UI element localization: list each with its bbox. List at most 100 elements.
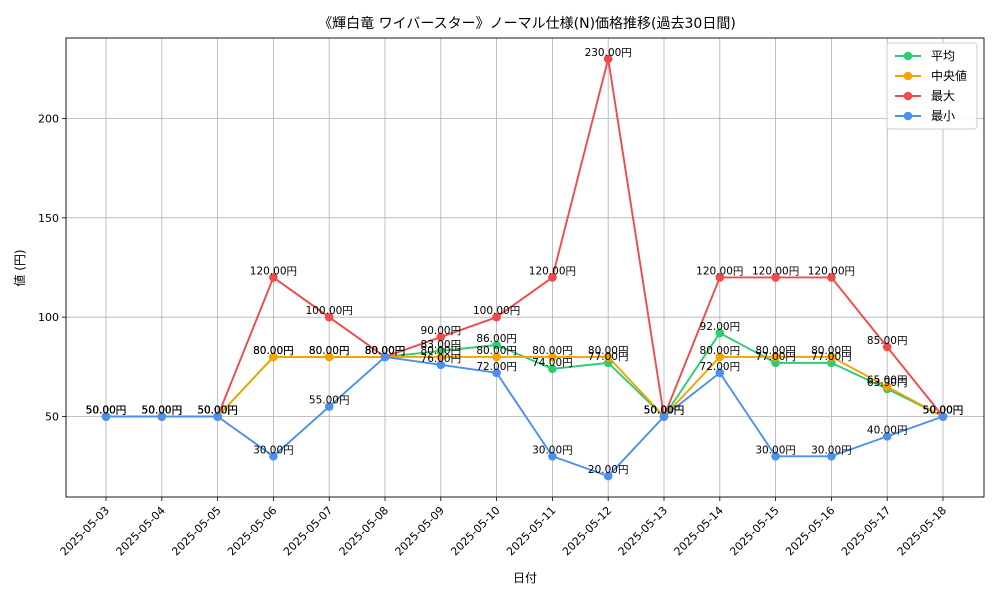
- data-point: [771, 451, 780, 461]
- data-point: [324, 402, 334, 411]
- data-label: 120.00円: [250, 265, 297, 277]
- data-label: 50.00円: [644, 405, 685, 417]
- data-label: 80.00円: [476, 345, 517, 357]
- data-point: [771, 352, 780, 362]
- data-label: 92.00円: [700, 321, 741, 333]
- data-label: 72.00円: [700, 361, 741, 373]
- data-label: 40.00円: [867, 424, 908, 436]
- data-point: [380, 352, 390, 362]
- x-tick-label: 2025-05-06: [225, 504, 279, 558]
- data-point: [213, 412, 222, 421]
- data-label: 50.00円: [142, 405, 183, 417]
- data-labels: 50.00円 50.00円 50.00円 80.00円 80.00円 80.00円 83.0…: [86, 47, 964, 476]
- data-point: [492, 368, 501, 378]
- data-label: 50.00円: [197, 405, 238, 417]
- data-point: [436, 332, 446, 342]
- data-point: [827, 352, 836, 362]
- series-line: [106, 355, 944, 418]
- data-label: 100.00円: [306, 305, 353, 317]
- data-label: 20.00円: [588, 464, 629, 476]
- data-label: 50.00円: [923, 405, 964, 417]
- data-label: 120.00円: [752, 265, 799, 277]
- data-point: [827, 451, 836, 461]
- x-tick-label: 2025-05-08: [337, 504, 391, 558]
- data-label: 50.00円: [86, 405, 127, 417]
- y-tick-label: 100: [38, 311, 59, 324]
- data-point: [771, 358, 780, 368]
- data-point: [603, 352, 613, 362]
- data-point: [101, 412, 111, 421]
- y-tick-label: 150: [38, 212, 59, 225]
- data-label: 77.00円: [811, 351, 852, 363]
- data-label: 80.00円: [700, 345, 741, 357]
- data-label: 30.00円: [532, 444, 573, 456]
- x-tick-label: 2025-05-10: [448, 504, 502, 558]
- data-label: 120.00円: [696, 265, 743, 277]
- data-point: [659, 412, 669, 421]
- data-label: 50.00円: [86, 405, 127, 417]
- data-label: 80.00円: [365, 345, 406, 357]
- data-point: [492, 340, 501, 350]
- data-point: [269, 273, 278, 282]
- data-label: 80.00円: [309, 345, 350, 357]
- data-label: 120.00円: [529, 265, 576, 277]
- data-point: [827, 273, 836, 282]
- legend-label: 最大: [931, 89, 955, 103]
- data-label: 80.00円: [755, 345, 796, 357]
- plot-frame: [65, 37, 985, 498]
- legend-label: 中央値: [931, 68, 967, 83]
- data-label: 230.00円: [585, 47, 632, 59]
- data-point: [548, 273, 557, 282]
- data-label: 50.00円: [644, 405, 685, 417]
- data-label: 86.00円: [476, 333, 517, 345]
- data-label: 120.00円: [808, 265, 855, 277]
- legend-swatch-marker: [903, 91, 913, 101]
- data-label: 50.00円: [923, 405, 964, 417]
- data-label: 77.00円: [588, 351, 629, 363]
- data-point: [548, 364, 557, 374]
- axes: 2025-05-03 2025-05-04 2025-05-05 2025-05-06…: [38, 37, 985, 558]
- data-point: [492, 352, 501, 362]
- chart-title: 《輝白竜 ワイバースター》ノーマル仕様(N)価格推移(過去30日間): [318, 15, 736, 32]
- data-label: 80.00円: [253, 345, 294, 357]
- data-point: [715, 328, 725, 338]
- data-label: 83.00円: [421, 339, 462, 351]
- data-label: 80.00円: [811, 345, 852, 357]
- x-tick-label: 2025-05-14: [672, 504, 726, 558]
- data-label: 50.00円: [197, 405, 238, 417]
- data-point: [603, 471, 613, 481]
- data-label: 76.00円: [421, 353, 462, 365]
- x-tick-label: 2025-05-16: [783, 504, 837, 558]
- x-tick-label: 2025-05-03: [58, 504, 112, 558]
- data-label: 55.00円: [309, 395, 350, 407]
- x-tick-label: 2025-05-09: [393, 504, 447, 558]
- data-label: 50.00円: [923, 405, 964, 417]
- data-point: [548, 352, 557, 362]
- data-label: 50.00円: [142, 405, 183, 417]
- legend-swatch-marker: [903, 111, 913, 121]
- data-label: 50.00円: [923, 405, 964, 417]
- series-line: [106, 355, 944, 478]
- data-label: 50.00円: [86, 405, 127, 417]
- data-label: 50.00円: [142, 405, 183, 417]
- data-label: 50.00円: [142, 405, 183, 417]
- data-label: 50.00円: [197, 405, 238, 417]
- data-point: [882, 432, 892, 441]
- data-point: [269, 451, 278, 461]
- data-label: 74.00円: [532, 357, 573, 369]
- x-tick-label: 2025-05-04: [114, 504, 168, 558]
- data-point: [882, 342, 892, 352]
- data-point: [603, 358, 613, 368]
- data-point: [436, 352, 446, 362]
- x-axis-label: 日付: [513, 571, 537, 585]
- data-point: [548, 451, 557, 461]
- data-point: [715, 352, 725, 362]
- x-tick-label: 2025-05-05: [169, 504, 223, 558]
- data-point: [715, 273, 725, 282]
- data-label: 50.00円: [644, 405, 685, 417]
- data-label: 80.00円: [309, 345, 350, 357]
- data-label: 80.00円: [365, 345, 406, 357]
